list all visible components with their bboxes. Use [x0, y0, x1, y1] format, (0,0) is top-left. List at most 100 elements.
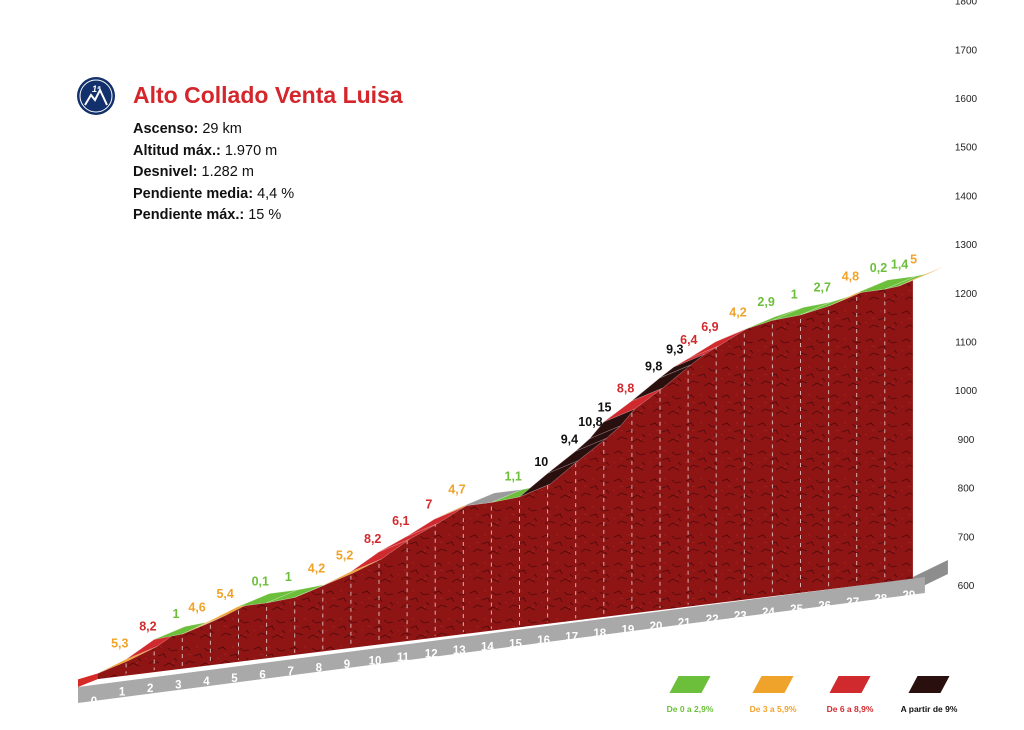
y-tick-label: 600 — [958, 581, 975, 592]
x-tick-label: 16 — [537, 635, 550, 647]
grade-label: 4,7 — [448, 482, 465, 496]
x-tick-label: 4 — [203, 676, 210, 688]
grade-label: 8,2 — [139, 619, 156, 633]
y-tick-label: 1800 — [955, 0, 978, 8]
x-tick-label: 15 — [509, 638, 522, 650]
y-tick-label: 1200 — [955, 289, 978, 300]
category-text: 1ª — [92, 84, 101, 94]
stat-label: Altitud máx.: — [133, 142, 221, 159]
grade-label: 10,8 — [578, 415, 602, 429]
stat-label: Desnivel: — [133, 164, 198, 180]
grade-label: 2,7 — [814, 281, 831, 295]
grade-label: 5,2 — [336, 549, 353, 563]
grade-label: 5,3 — [111, 636, 128, 650]
legend-label: De 0 a 2,9% — [666, 704, 714, 714]
y-tick-label: 1000 — [955, 386, 978, 397]
legend-item: De 6 a 8,9% — [815, 676, 885, 714]
grade-labels: 5,3 8,2 1 4,6 5,4 0,1 1 4,2 5,2 8,2 6,1 7 4,7 1,1 10 9,… — [111, 253, 917, 651]
grade-segments — [97, 266, 945, 674]
grade-label: 9,3 — [666, 342, 683, 356]
grade-label: 6,1 — [392, 514, 409, 528]
stat-value: 1.970 m — [224, 142, 278, 159]
grade-label: 8,8 — [617, 381, 634, 395]
grade-label: 5 — [910, 253, 917, 267]
stat-label: Pendiente media: — [133, 185, 254, 202]
x-tick-label: 7 — [287, 666, 293, 678]
x-tick-label: 14 — [481, 642, 494, 654]
grade-label: 6,9 — [701, 320, 718, 334]
x-tick-label: 24 — [762, 607, 775, 619]
grade-label: 15 — [598, 400, 612, 414]
mountain-icon: 1ª — [77, 77, 115, 115]
grade-label: 7 — [425, 498, 432, 512]
x-tick-label: 20 — [650, 621, 663, 633]
x-tick-label: 13 — [453, 645, 466, 657]
stat-label: Ascenso: — [133, 121, 199, 137]
grade-label: 9,8 — [645, 359, 662, 373]
legend-item: De 3 a 5,9% — [738, 676, 808, 714]
x-tick-label: 21 — [678, 618, 691, 630]
stat-value: 15 % — [248, 207, 282, 223]
profile-start-face — [78, 673, 98, 687]
km-gridlines — [125, 293, 886, 674]
x-tick-label: 26 — [818, 600, 831, 612]
y-tick-label: 900 — [958, 435, 975, 446]
x-tick-label: 25 — [790, 604, 803, 616]
stat-value: 29 km — [202, 121, 242, 137]
y-tick-label: 1400 — [955, 191, 978, 202]
stat-row: Desnivel: 1.282 m — [133, 162, 294, 184]
grade-label: 0,2 — [870, 261, 887, 275]
grade-label: 1 — [285, 570, 292, 584]
stat-row: Pendiente media: 4,4 % — [133, 184, 294, 206]
grade-label: 4,8 — [842, 270, 859, 284]
x-tick-label: 22 — [706, 614, 719, 626]
grade-label: 4,2 — [729, 306, 746, 320]
climb-title: Alto Collado Venta Luisa — [133, 82, 403, 108]
x-tick-labels: 01 2 3 4 5 6 7 8 9 10 11 12 13 14 15 16 17 18 19 20 21 22 23 24… — [91, 590, 916, 708]
x-tick-label: 0 — [91, 696, 97, 708]
distance-base-band — [78, 576, 925, 703]
y-tick-labels: 600 700 800 900 1000 1100 1200 1300 1400 1500 1600… — [955, 0, 978, 592]
y-tick-label: 1600 — [955, 94, 978, 105]
grade-label: 4,6 — [188, 601, 205, 615]
y-tick-label: 1300 — [955, 240, 978, 251]
x-tick-label: 3 — [175, 680, 181, 692]
legend-swatch — [752, 676, 794, 693]
legend-swatch — [669, 676, 711, 693]
category-badge: 1ª — [76, 76, 116, 116]
grade-segment — [898, 266, 945, 287]
stat-row: Altitud máx.: 1.970 m — [133, 141, 294, 163]
legend-item: De 0 a 2,9% — [655, 676, 725, 714]
grade-label: 10 — [534, 455, 548, 469]
legend-label: De 3 a 5,9% — [749, 704, 797, 714]
x-tick-label: 27 — [846, 597, 859, 609]
x-tick-label: 10 — [369, 656, 382, 668]
x-tick-label: 9 — [344, 659, 350, 671]
climb-stats: Ascenso: 29 km Altitud máx.: 1.970 m Des… — [133, 119, 294, 227]
x-tick-label: 6 — [259, 669, 265, 681]
grade-label: 9,4 — [561, 432, 578, 446]
legend-label: De 6 a 8,9% — [826, 704, 874, 714]
grade-label: 6,4 — [680, 333, 697, 347]
y-tick-label: 800 — [958, 484, 975, 495]
legend-item: A partir de 9% — [894, 676, 964, 714]
grade-label: 8,2 — [364, 532, 381, 546]
grade-label: 1 — [791, 288, 798, 302]
grade-label: 0,1 — [252, 575, 269, 589]
x-tick-label: 11 — [397, 652, 410, 664]
y-tick-label: 700 — [958, 532, 975, 543]
x-tick-label: 28 — [874, 593, 887, 605]
grade-label: 2,9 — [757, 295, 774, 309]
x-tick-label: 5 — [231, 673, 238, 685]
x-tick-label: 12 — [425, 649, 438, 661]
x-tick-label: 1 — [119, 687, 126, 699]
stat-label: Pendiente máx.: — [133, 207, 245, 223]
x-tick-label: 2 — [147, 683, 153, 695]
grade-label: 1 — [173, 607, 180, 621]
y-tick-label: 1100 — [955, 338, 977, 349]
x-tick-label: 17 — [565, 631, 578, 643]
stat-value: 1.282 m — [201, 164, 254, 180]
x-tick-label: 23 — [734, 611, 747, 623]
stat-row: Pendiente máx.: 15 % — [133, 205, 294, 227]
legend-swatch — [908, 676, 950, 693]
